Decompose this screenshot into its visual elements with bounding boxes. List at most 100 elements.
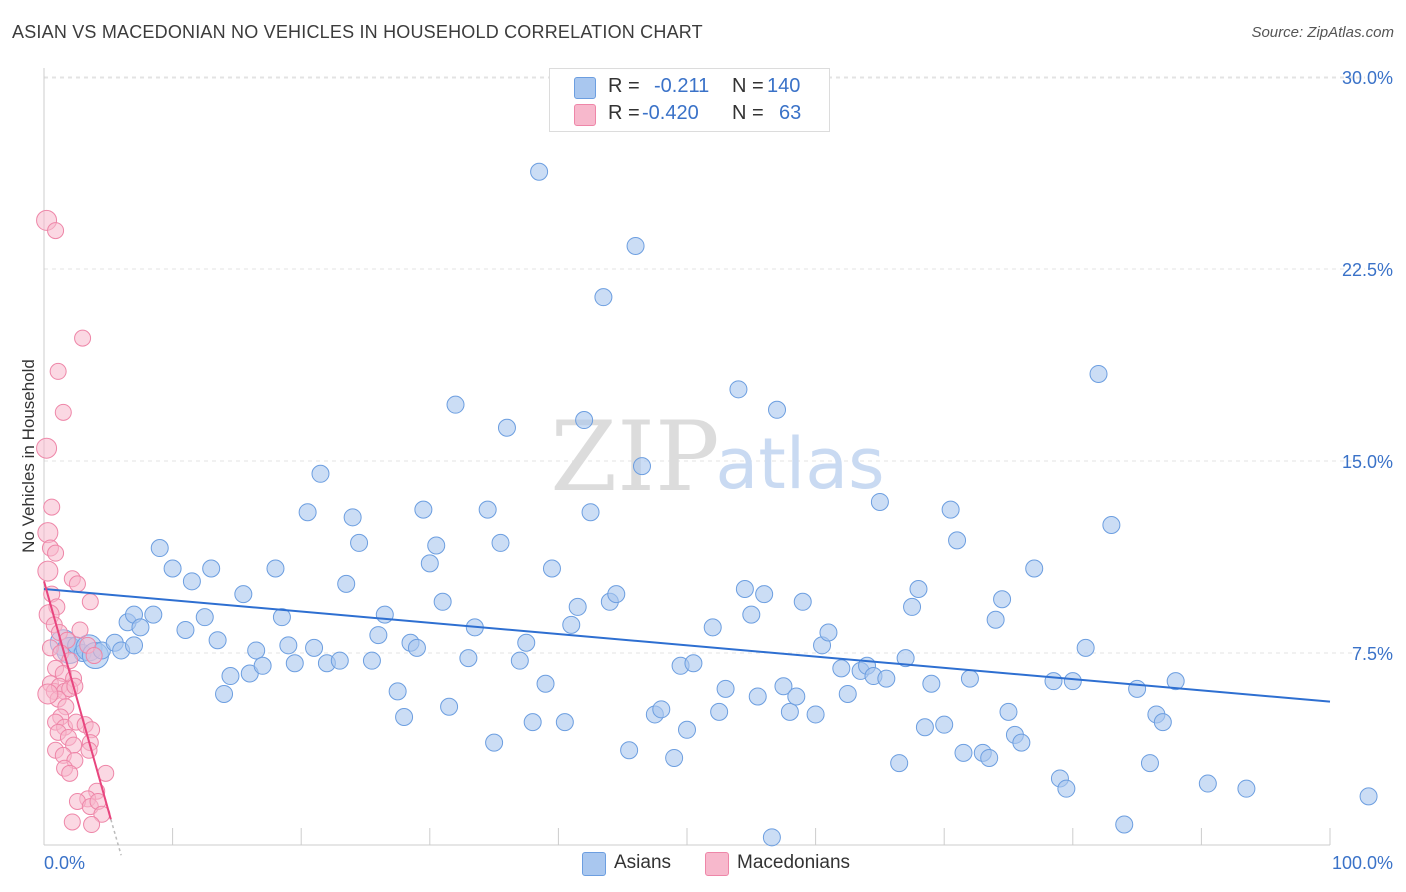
asian-point (285, 654, 304, 673)
asian-point (755, 585, 774, 604)
asian-point (459, 649, 478, 668)
asians-trend-line (43, 588, 1331, 703)
asian-point (440, 697, 459, 716)
y-axis-label: No Vehicles in Household (19, 359, 38, 553)
asian-point (607, 585, 626, 604)
asian-point (1025, 559, 1044, 578)
asian-point (215, 684, 234, 703)
asian-point (1166, 672, 1185, 691)
macedonian-point (47, 544, 65, 562)
x-tick-label: 100.0% (1332, 853, 1393, 873)
asian-point (536, 674, 555, 693)
asian-point (729, 380, 748, 399)
macedonian-point (43, 498, 61, 516)
correlation-legend: R = -0.211 N = 140 R = -0.420 N = 63 (549, 68, 830, 132)
macedonian-point (36, 437, 58, 459)
macedonian-point (83, 816, 101, 834)
asian-point (922, 674, 941, 693)
macedonian-point (81, 593, 99, 611)
asian-point (414, 500, 433, 519)
asian-point (716, 679, 735, 698)
legend-r-label: R = (608, 75, 640, 97)
macedonian-point (47, 222, 65, 240)
asian-point (562, 615, 581, 634)
asian-point (941, 500, 960, 519)
asian-point (993, 590, 1012, 609)
asian-point (176, 620, 195, 639)
asian-point (446, 395, 465, 414)
macedonian-point (37, 522, 59, 544)
asian-point (890, 754, 909, 773)
asian-point (742, 605, 761, 624)
asian-point (330, 651, 349, 670)
asian-point (1140, 754, 1159, 773)
legend-swatch-asians (574, 77, 596, 99)
asian-point (832, 659, 851, 678)
asian-point (491, 533, 510, 552)
asian-point (395, 708, 414, 726)
asian-point (903, 597, 922, 616)
asian-point (234, 585, 253, 604)
chart-title: ASIAN VS MACEDONIAN NO VEHICLES IN HOUSE… (12, 22, 703, 42)
legend-r-value: -0.420 (642, 102, 699, 124)
asian-point (337, 574, 356, 593)
macedonian-point (61, 764, 79, 782)
y-tick-label: 7.5% (1352, 644, 1393, 664)
asian-point (684, 654, 703, 673)
asian-point (620, 741, 639, 760)
legend-n-value: 63 (779, 102, 802, 124)
macedonian-point (49, 362, 67, 380)
asian-point (144, 605, 163, 624)
asian-point (806, 705, 825, 724)
asian-point (774, 677, 793, 696)
asian-point (510, 651, 529, 670)
watermark-atlas: atlas (715, 423, 884, 505)
asian-point (523, 713, 542, 732)
macedonian-point (54, 403, 72, 421)
asian-point (1076, 638, 1095, 657)
bottom-swatch-macedonians (705, 852, 729, 876)
asian-point (960, 669, 979, 688)
asian-point (768, 400, 787, 419)
asian-point (1044, 672, 1063, 691)
asian-point (163, 559, 182, 578)
macedonian-point (63, 813, 81, 831)
asian-point (1359, 787, 1378, 806)
asian-point (1063, 672, 1082, 691)
asian-point (253, 656, 272, 675)
asian-point (915, 718, 934, 737)
asian-point (748, 687, 767, 706)
asian-point (195, 608, 214, 627)
asian-point (497, 418, 516, 437)
asian-point (877, 669, 896, 688)
asian-point (575, 411, 594, 430)
macedonian-point (37, 683, 59, 705)
asian-point (517, 633, 536, 652)
asian-point (530, 162, 549, 181)
asian-point (787, 687, 806, 706)
asian-point (202, 559, 221, 578)
bottom-swatch-asians (582, 852, 606, 876)
asian-point (298, 503, 317, 522)
asian-point (735, 580, 754, 598)
asian-point (1237, 779, 1256, 798)
asian-point (819, 623, 838, 642)
asian-point (710, 702, 729, 721)
asian-point (305, 638, 324, 657)
asian-point (1128, 679, 1147, 698)
asian-point (542, 559, 561, 578)
macedonian-point (85, 647, 103, 665)
macedonian-point (68, 575, 86, 593)
macedonian-point (74, 329, 92, 347)
y-tick-label: 30.0% (1342, 68, 1393, 88)
asian-point (388, 682, 407, 701)
asian-point (350, 533, 369, 552)
asian-point (1089, 364, 1108, 383)
asian-point (678, 720, 696, 739)
asian-point (948, 531, 967, 550)
macedonians-trend-extension (110, 819, 122, 856)
bottom-legend-label: Macedonians (737, 852, 851, 873)
asian-point (125, 636, 144, 655)
asian-point (793, 592, 812, 611)
